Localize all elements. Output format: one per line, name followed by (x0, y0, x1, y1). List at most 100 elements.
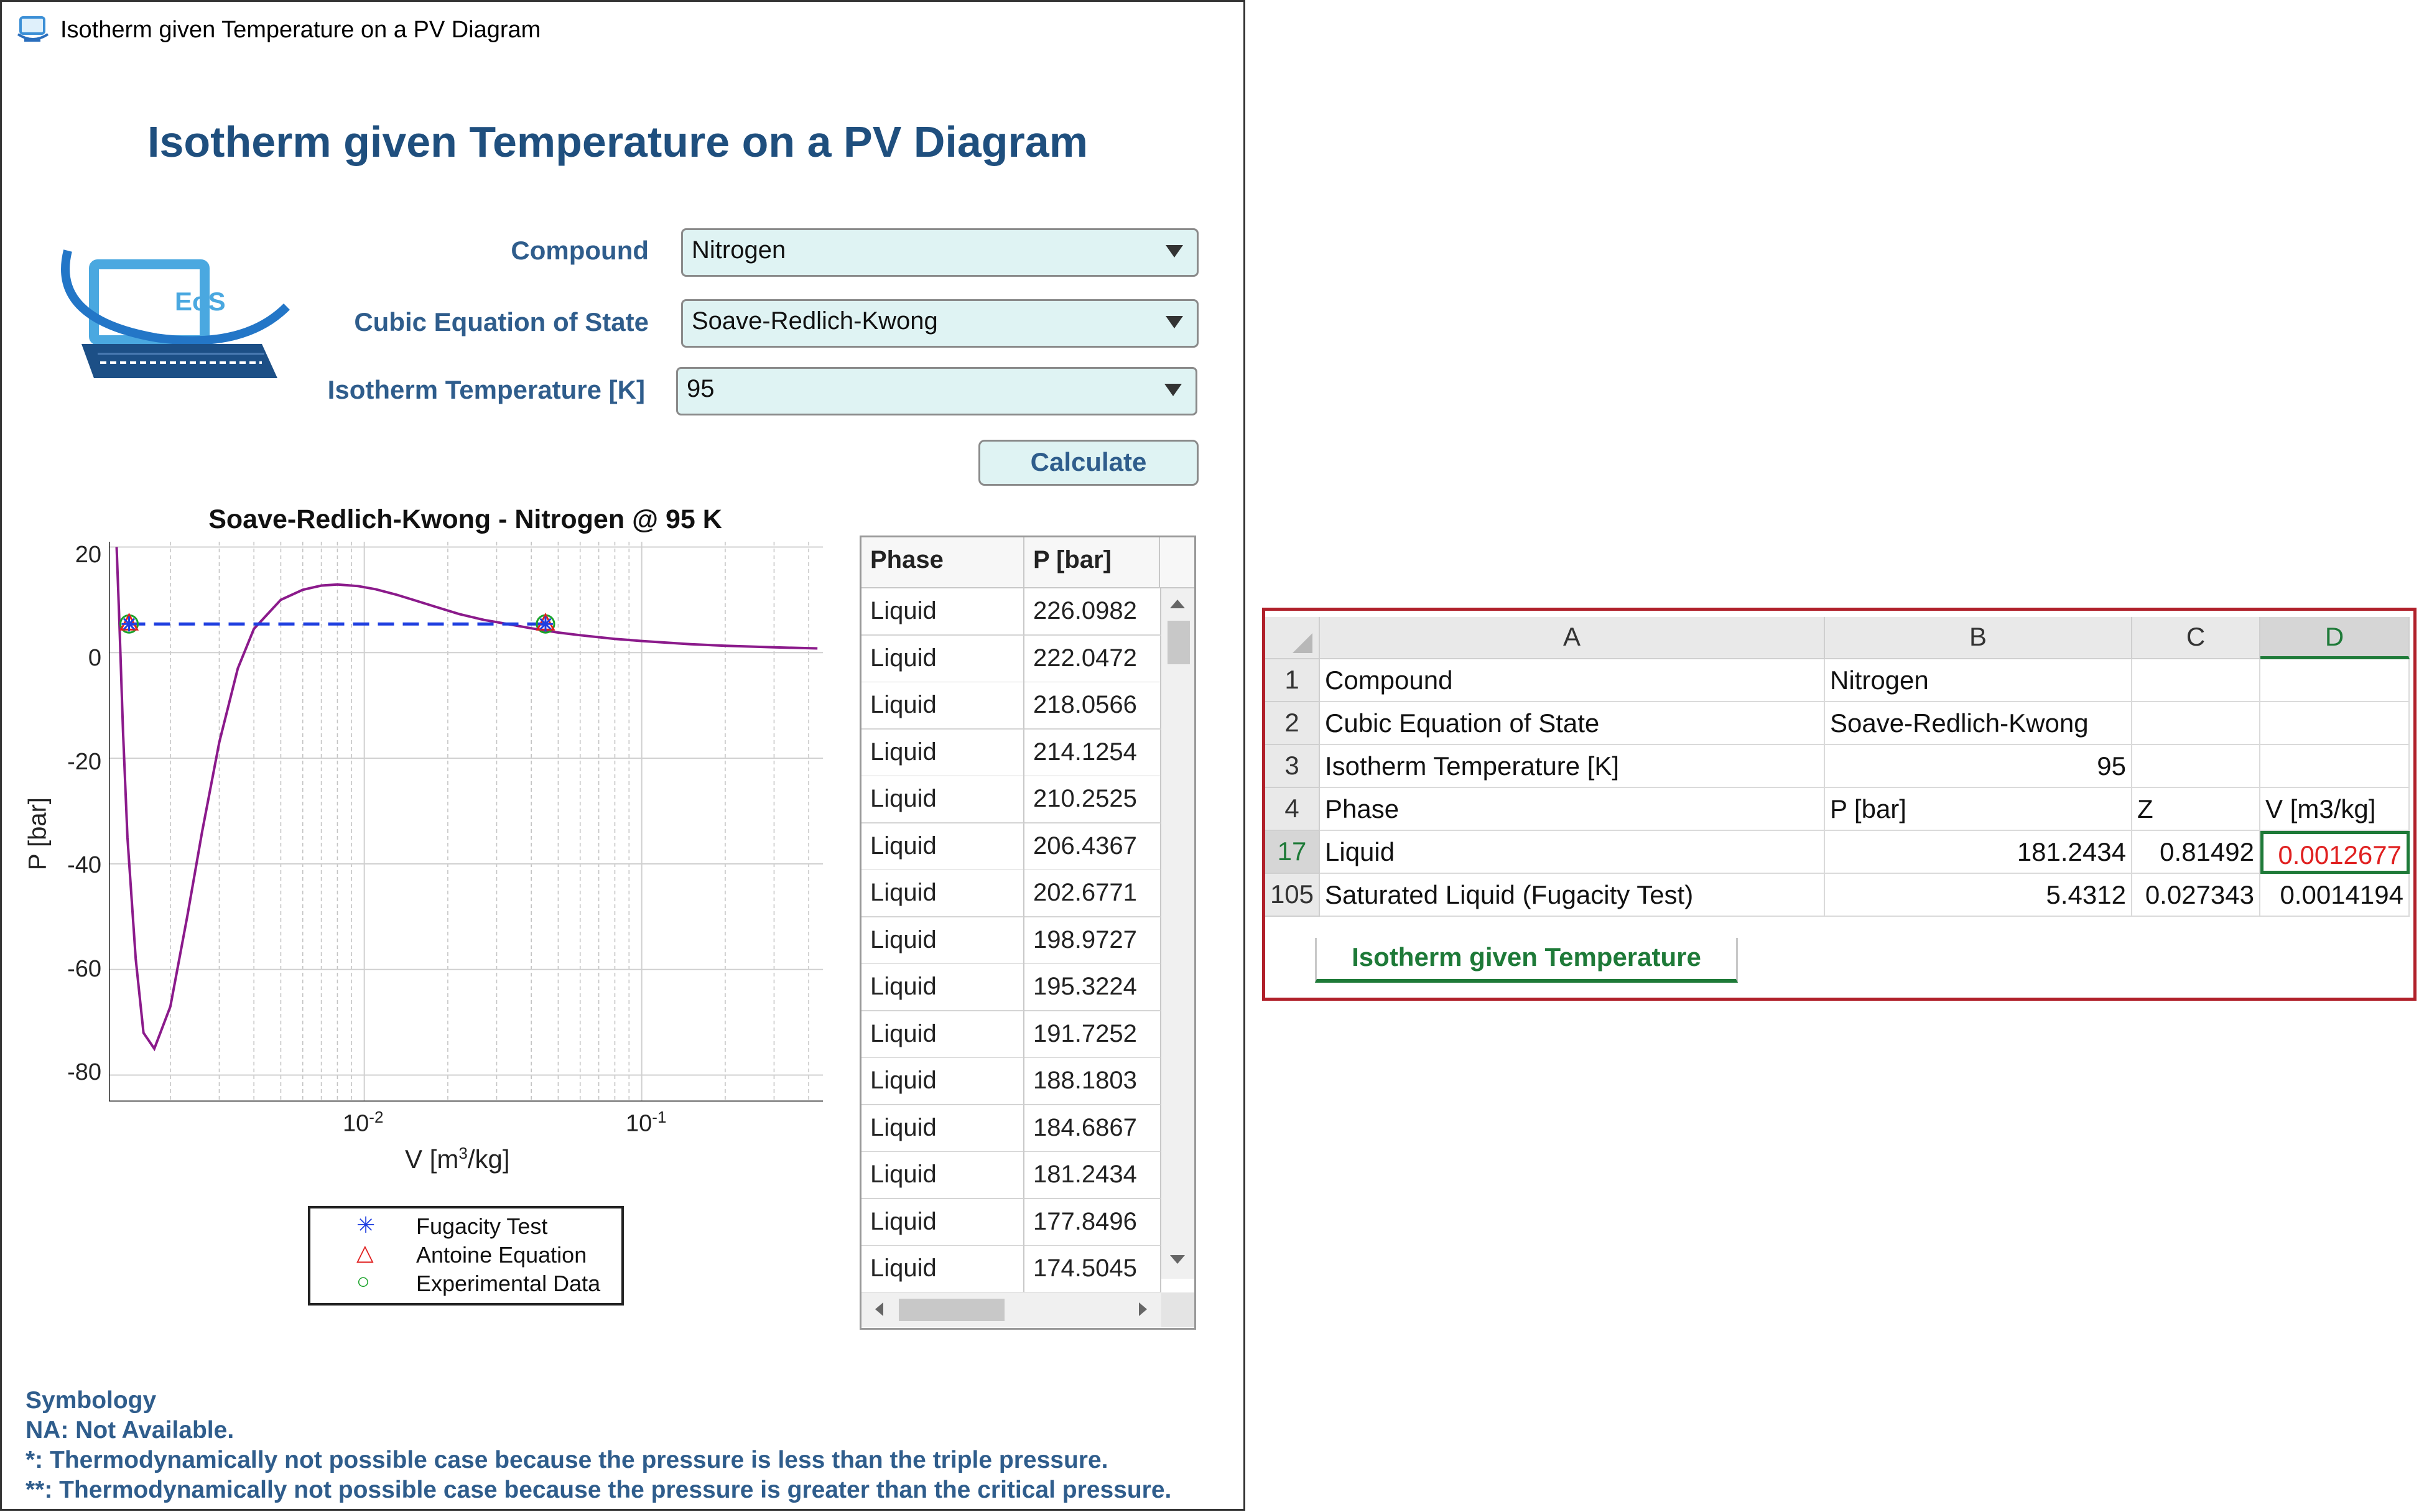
table-cell-pressure[interactable]: 177.8496 (1024, 1199, 1161, 1246)
scroll-right-icon[interactable] (1139, 1302, 1147, 1316)
row-header[interactable]: 1 (1265, 659, 1320, 702)
table-cell-phase[interactable]: Liquid (861, 1011, 1024, 1059)
table-cell-pressure[interactable]: 181.2434 (1024, 1152, 1161, 1199)
table-cell-phase[interactable]: Liquid (861, 1246, 1024, 1293)
scrollbar-thumb[interactable] (1168, 621, 1190, 664)
cell-d-row-3[interactable] (2260, 745, 2410, 788)
table-cell-pressure[interactable]: 198.9727 (1024, 917, 1161, 965)
table-cell-pressure[interactable]: 191.7252 (1024, 1011, 1161, 1059)
cell-a-row-2[interactable]: Cubic Equation of State (1320, 702, 1825, 745)
table-cell-phase[interactable]: Liquid (861, 1105, 1024, 1153)
cell-d-row-1[interactable] (2260, 659, 2410, 702)
table-cell-phase[interactable]: Liquid (861, 588, 1024, 636)
cell-d-row-105[interactable]: 0.0014194 (2260, 874, 2410, 917)
vertical-scrollbar[interactable] (1161, 588, 1194, 1279)
table-cell-pressure[interactable]: 184.6867 (1024, 1105, 1161, 1153)
column-header-pressure[interactable]: P [bar] (1024, 537, 1160, 588)
calculate-button[interactable]: Calculate (978, 440, 1199, 486)
table-cell-phase[interactable]: Liquid (861, 1058, 1024, 1105)
column-header-c[interactable]: C (2132, 617, 2260, 659)
logo-text: EoS (175, 287, 226, 316)
table-cell-phase[interactable]: Liquid (861, 917, 1024, 965)
cell-a-row-4[interactable]: Phase (1320, 788, 1825, 831)
horizontal-scrollbar[interactable] (861, 1292, 1161, 1327)
eos-value: Soave-Redlich-Kwong (692, 307, 938, 335)
cell-b-row-4[interactable]: P [bar] (1825, 788, 2132, 831)
column-header-a[interactable]: A (1320, 617, 1825, 659)
table-cell-phase[interactable]: Liquid (861, 729, 1024, 777)
cell-b-row-105[interactable]: 5.4312 (1825, 874, 2132, 917)
cell-a-row-1[interactable]: Compound (1320, 659, 1825, 702)
row-header[interactable]: 17 (1265, 831, 1320, 874)
cell-b-row-3[interactable]: 95 (1825, 745, 2132, 788)
table-cell-pressure[interactable]: 202.6771 (1024, 870, 1161, 917)
table-cell-phase[interactable]: Liquid (861, 682, 1024, 730)
app-icon (17, 16, 49, 44)
cell-b-row-1[interactable]: Nitrogen (1825, 659, 2132, 702)
results-table[interactable]: Phase P [bar] Liquid 226.0982 Liquid 222.04… (860, 536, 1196, 1330)
y-tick-label: -60 (67, 956, 101, 982)
scroll-up-icon[interactable] (1170, 600, 1185, 608)
row-header[interactable]: 105 (1265, 874, 1320, 917)
y-axis-label-wrap: P [bar] (24, 797, 52, 870)
cell-c-row-4[interactable]: Z (2132, 788, 2260, 831)
scroll-down-icon[interactable] (1170, 1255, 1185, 1264)
table-cell-pressure[interactable]: 218.0566 (1024, 682, 1161, 730)
legend-entry: Antoine Equation (416, 1242, 587, 1268)
table-cell-phase[interactable]: Liquid (861, 964, 1024, 1011)
table-cell-phase[interactable]: Liquid (861, 1199, 1024, 1246)
sheet-tab[interactable]: Isotherm given Temperature (1315, 938, 1738, 983)
table-cell-phase[interactable]: Liquid (861, 870, 1024, 917)
temperature-dropdown[interactable]: 95 (676, 367, 1197, 415)
symbology-title: Symbology (26, 1387, 157, 1414)
app-window: Isotherm given Temperature on a PV Diagr… (0, 0, 1245, 1511)
select-all-corner[interactable] (1265, 617, 1320, 659)
cell-c-row-2[interactable] (2132, 702, 2260, 745)
y-axis-label: P [bar] (24, 797, 52, 871)
cell-c-row-3[interactable] (2132, 745, 2260, 788)
cell-c-row-17[interactable]: 0.81492 (2132, 831, 2260, 874)
scrollbar-thumb[interactable] (899, 1299, 1005, 1321)
legend-entry: Fugacity Test (416, 1213, 548, 1239)
cell-b-row-2[interactable]: Soave-Redlich-Kwong (1825, 702, 2132, 745)
x-tick-label: 10-1 (626, 1108, 666, 1138)
row-header[interactable]: 4 (1265, 788, 1320, 831)
column-header-d[interactable]: D (2260, 617, 2410, 659)
cell-b-row-17[interactable]: 181.2434 (1825, 831, 2132, 874)
spreadsheet-panel: A B C D 1 Compound Nitrogen 2 Cubic Equation… (1262, 608, 2417, 1001)
isotherm-line (115, 547, 818, 1052)
row-header[interactable]: 3 (1265, 745, 1320, 788)
cell-c-row-1[interactable] (2132, 659, 2260, 702)
x-axis-label-sup: 3 (458, 1144, 468, 1162)
selected-cell-d17[interactable]: 0.0012677 (2260, 831, 2410, 874)
table-cell-pressure[interactable]: 206.4367 (1024, 823, 1161, 871)
circle-icon: ○ (356, 1268, 370, 1294)
scroll-left-icon[interactable] (875, 1302, 883, 1316)
table-cell-pressure[interactable]: 214.1254 (1024, 729, 1161, 777)
table-cell-pressure[interactable]: 188.1803 (1024, 1058, 1161, 1105)
cell-d-row-4[interactable]: V [m3/kg] (2260, 788, 2410, 831)
table-cell-pressure[interactable]: 174.5045 (1024, 1246, 1161, 1293)
table-cell-phase[interactable]: Liquid (861, 635, 1024, 683)
chart-legend: ✳ Fugacity Test △ Antoine Equation ○ Exp… (308, 1206, 624, 1306)
y-tick-label: -20 (67, 749, 101, 775)
table-cell-pressure[interactable]: 210.2525 (1024, 776, 1161, 823)
table-cell-phase[interactable]: Liquid (861, 1152, 1024, 1199)
cell-d-row-2[interactable] (2260, 702, 2410, 745)
eos-label: Cubic Equation of State (354, 307, 649, 336)
column-header-b[interactable]: B (1825, 617, 2132, 659)
table-cell-phase[interactable]: Liquid (861, 823, 1024, 871)
cell-a-row-3[interactable]: Isotherm Temperature [K] (1320, 745, 1825, 788)
chevron-down-icon (1166, 245, 1183, 257)
compound-dropdown[interactable]: Nitrogen (681, 228, 1199, 277)
table-cell-pressure[interactable]: 195.3224 (1024, 964, 1161, 1011)
cell-a-row-17[interactable]: Liquid (1320, 831, 1825, 874)
cell-c-row-105[interactable]: 0.027343 (2132, 874, 2260, 917)
table-cell-phase[interactable]: Liquid (861, 776, 1024, 823)
eos-dropdown[interactable]: Soave-Redlich-Kwong (681, 299, 1199, 348)
row-header[interactable]: 2 (1265, 702, 1320, 745)
table-cell-pressure[interactable]: 226.0982 (1024, 588, 1161, 636)
cell-a-row-105[interactable]: Saturated Liquid (Fugacity Test) (1320, 874, 1825, 917)
table-cell-pressure[interactable]: 222.0472 (1024, 635, 1161, 683)
column-header-phase[interactable]: Phase (861, 537, 1024, 588)
